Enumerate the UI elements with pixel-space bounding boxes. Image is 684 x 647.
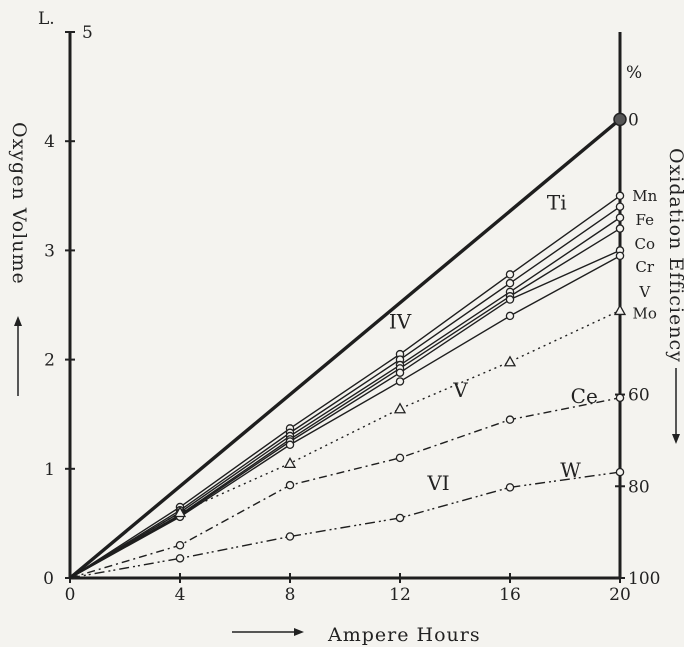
y-tick-label: 0 [43, 569, 54, 589]
series-label-fe: Fe [636, 211, 655, 229]
data-point-w [395, 513, 405, 523]
y-tick-label: 1 [44, 460, 55, 480]
data-point-ti [505, 270, 515, 279]
group-label: V [452, 378, 468, 402]
series-label-v: V [638, 283, 651, 301]
series-line-mo [69, 309, 621, 579]
series-line-w [69, 471, 621, 579]
data-point-ce [395, 453, 405, 463]
data-point-cr [505, 295, 515, 304]
data-point-ce [175, 540, 185, 550]
data-point-co [615, 224, 625, 233]
data-point-ti [615, 191, 625, 201]
group-labels: IV V VI [389, 309, 468, 495]
data-point-v [505, 311, 515, 321]
data-point-cr [395, 368, 405, 377]
data-point-mo [173, 506, 187, 518]
data-point-v [395, 377, 405, 386]
right-axis-title: Oxidation Efficiency [665, 148, 684, 363]
data-point-w [285, 532, 295, 541]
series-label-cr: Cr [635, 258, 654, 276]
group-label: IV [389, 309, 412, 333]
data-point-mo [283, 457, 297, 468]
y-axis-arrow [14, 316, 22, 396]
right-tick-label: 100 [628, 569, 660, 589]
y-tick-label: 4 [44, 132, 55, 152]
data-point-ce [285, 480, 295, 490]
x-tick-label: 16 [499, 585, 521, 605]
corner-label: L. [38, 9, 55, 29]
data-point-mn [615, 202, 625, 211]
right-tick-label: 60 [628, 386, 650, 406]
y-tick-label: 3 [44, 241, 55, 261]
series-line-mn [69, 206, 621, 579]
right-tick-label: 0 [628, 110, 639, 130]
data-point-theoretical [613, 112, 627, 127]
tick-marks [65, 31, 625, 583]
x-tick-label: 4 [175, 585, 186, 605]
data-point-mo [503, 355, 517, 367]
series-line-theoretical [68, 118, 622, 580]
x-tick-label: 20 [609, 585, 631, 605]
series-label-mn: Mn [632, 187, 657, 205]
data-point-mo [613, 304, 627, 316]
y-tick-label: 5 [82, 23, 93, 43]
x-axis-arrow [232, 628, 304, 636]
series-label-co: Co [634, 235, 655, 253]
axes [68, 32, 622, 580]
series-lines: Ti Mn Fe Co Cr V Mo Ce W [68, 112, 658, 580]
series-line-fe [69, 217, 621, 579]
right-tick-label: 80 [628, 477, 650, 497]
data-point-w [505, 483, 515, 492]
data-point-mo [393, 402, 407, 414]
series-line-ti [69, 195, 621, 579]
data-point-ce [615, 393, 625, 403]
group-label: VI [426, 471, 449, 495]
data-point-fe [615, 213, 625, 222]
series-label-ce: Ce [571, 384, 598, 408]
series-label-w: W [560, 458, 581, 482]
data-point-mn [505, 278, 515, 288]
data-point-w [175, 554, 185, 563]
x-tick-label: 0 [65, 585, 76, 605]
series-line-co [69, 227, 621, 579]
data-point-v [285, 440, 295, 450]
data-point-w [615, 467, 625, 477]
y-axis-title: Oxygen Volume [8, 122, 30, 285]
x-axis-title: Ampere Hours [327, 624, 481, 646]
series-label-mo: Mo [633, 305, 657, 323]
series-line-ce [69, 397, 621, 579]
right-axis-arrow [672, 368, 680, 444]
series-label-ti: Ti [547, 191, 567, 215]
data-point-ce [505, 415, 515, 424]
data-point-v [615, 251, 625, 261]
right-unit-label: % [626, 63, 642, 83]
x-tick-label: 8 [285, 585, 296, 605]
series-line-cr [69, 249, 621, 579]
y-tick-label: 2 [44, 351, 55, 371]
x-tick-label: 12 [389, 585, 411, 605]
series-line-v [69, 255, 621, 579]
